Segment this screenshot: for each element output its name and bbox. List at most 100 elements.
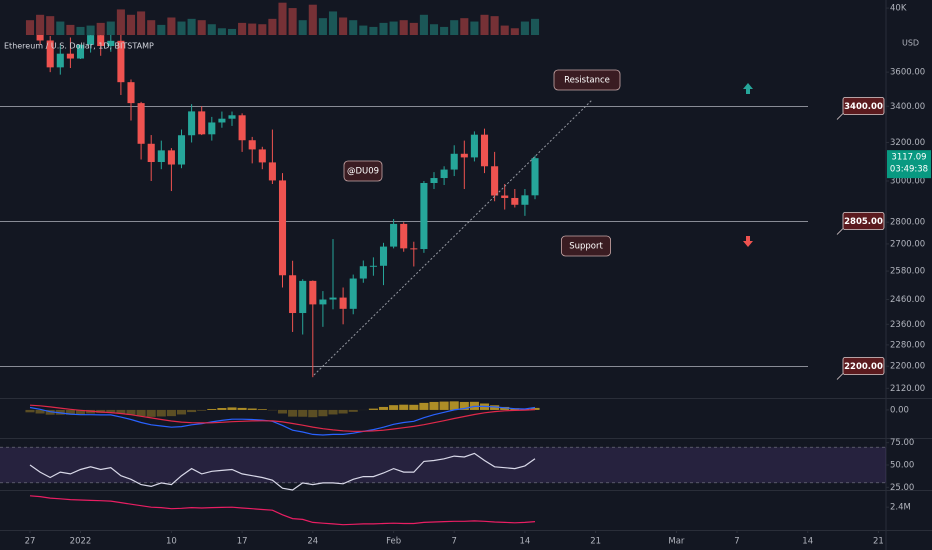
volume-bar — [298, 20, 307, 35]
volume-bar — [450, 20, 459, 35]
macd-histogram-bar — [318, 409, 328, 417]
candle-body — [470, 134, 478, 158]
volume-bar — [238, 22, 247, 35]
candle-body — [329, 297, 337, 300]
annotation: Resistance — [564, 76, 610, 86]
macd-histogram-bar — [146, 409, 156, 417]
volume-bar — [126, 14, 136, 35]
price-tag — [887, 150, 931, 179]
volume-bar — [36, 14, 45, 35]
volume-bar — [318, 18, 327, 35]
volume-bar — [308, 4, 317, 35]
volume-bar — [339, 17, 348, 35]
macd-histogram-bar — [500, 406, 510, 410]
macd-histogram-bar — [126, 409, 136, 415]
x-tick-label: 7 — [452, 537, 457, 547]
volume-bar — [96, 22, 105, 35]
x-tick-label: 27 — [25, 537, 36, 547]
volume-bar — [258, 24, 267, 35]
volume-bar — [76, 26, 85, 35]
volume-bar — [167, 17, 176, 35]
y-tick-label: 75.00 — [890, 438, 914, 448]
x-tick-label: 10 — [166, 537, 177, 547]
macd-histogram-bar — [490, 405, 500, 410]
level-label-box — [842, 97, 885, 115]
volume-bar — [379, 22, 388, 35]
volume-bar — [440, 26, 449, 35]
candle-body — [440, 169, 448, 179]
down-arrow — [743, 236, 753, 247]
volume-bar — [520, 21, 529, 35]
candle-body — [460, 153, 468, 158]
candle-body — [66, 53, 74, 59]
x-tick-label: 2022 — [70, 537, 92, 547]
candle-body — [349, 278, 357, 309]
candle-body — [127, 82, 135, 104]
candle-body — [36, 35, 44, 41]
macd-histogram-bar — [429, 401, 439, 410]
macd-line — [29, 405, 536, 436]
y-tick-label: 2580.00 — [890, 267, 925, 277]
candle-body — [117, 40, 125, 83]
macd-histogram-bar — [35, 409, 45, 414]
level-pointer — [836, 113, 844, 120]
x-tick-label: 24 — [307, 537, 318, 547]
candle-body — [278, 180, 287, 276]
annotation-box — [561, 235, 612, 257]
volume-bar — [409, 22, 418, 35]
candle-body — [167, 150, 175, 165]
macd-histogram-bar — [328, 409, 338, 415]
candle-body — [289, 275, 297, 314]
macd-histogram-bar — [156, 409, 166, 417]
volume-bar — [530, 18, 540, 35]
y-tick-label: 0.00 — [890, 405, 909, 415]
candle-body — [379, 246, 388, 266]
level-label: 2805.00 — [844, 217, 883, 227]
macd-histogram-bar — [237, 407, 247, 410]
y-tick-label: 2200.00 — [890, 362, 925, 372]
macd-histogram-bar — [176, 409, 187, 415]
candle-body — [238, 115, 246, 141]
volume-bar — [217, 28, 226, 35]
obv-line — [29, 495, 536, 526]
y-tick-label: 2120.00 — [890, 384, 925, 394]
rsi-line — [29, 452, 536, 491]
volume-bar — [66, 24, 75, 35]
macd-histogram-bar — [530, 407, 540, 410]
up-arrow — [743, 83, 753, 94]
volume-bar — [328, 11, 338, 36]
macd-histogram-bar — [65, 409, 75, 415]
macd-histogram-bar — [257, 409, 267, 410]
candle-body — [56, 53, 64, 68]
macd-histogram-bar — [207, 408, 217, 410]
volume-bar — [470, 21, 479, 35]
macd-histogram-bar — [308, 409, 318, 418]
candle-body — [501, 195, 509, 198]
currency-label: USD — [902, 39, 919, 48]
candle-body — [521, 195, 529, 205]
candle-body — [107, 40, 115, 47]
macd-histogram-bar — [459, 401, 469, 410]
macd-histogram-bar — [116, 409, 126, 414]
volume-bar — [288, 8, 297, 35]
y-tick-label: 2280.00 — [890, 340, 925, 350]
candle-body — [359, 266, 367, 279]
x-tick-label: Feb — [386, 537, 401, 547]
candle-body — [319, 299, 327, 305]
macd-histogram-bar — [217, 408, 227, 410]
candle-body — [258, 149, 266, 163]
candle-body — [177, 135, 186, 165]
macd-histogram-bar — [368, 408, 378, 410]
candle-body — [410, 248, 418, 250]
candle-body — [491, 166, 499, 196]
y-tick-label: 3000.00 — [890, 177, 925, 187]
candle-body — [188, 111, 196, 136]
annotation: @DU09 — [347, 167, 379, 177]
candle-body — [97, 35, 105, 47]
macd-histogram-bar — [45, 409, 55, 415]
macd-histogram-bar — [288, 409, 298, 417]
volume-bar — [46, 16, 55, 35]
x-tick-label: 21 — [873, 537, 884, 547]
